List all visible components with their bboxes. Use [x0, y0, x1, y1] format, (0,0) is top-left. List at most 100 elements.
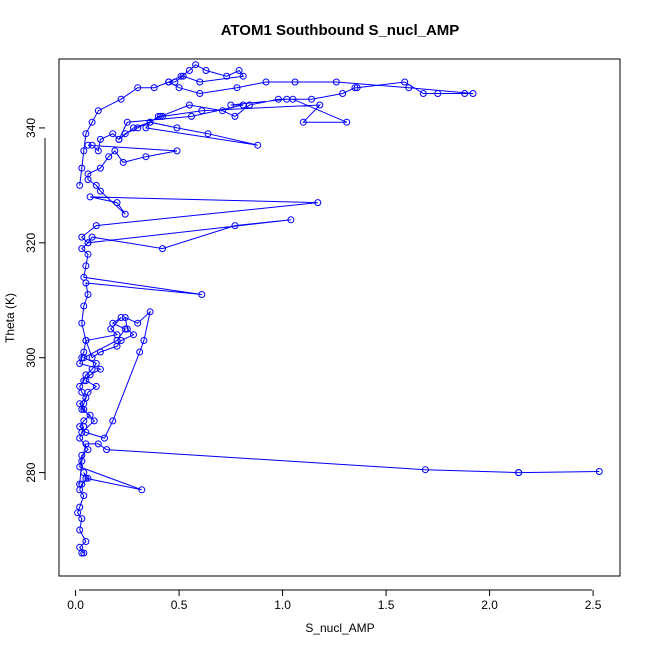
data-point — [121, 210, 129, 218]
data-point — [92, 382, 100, 390]
data-point — [515, 469, 523, 477]
data-point — [130, 331, 137, 339]
data-point — [339, 90, 347, 97]
data-point — [76, 382, 84, 390]
data-point — [196, 78, 204, 86]
data-point — [111, 147, 119, 155]
data-point — [198, 107, 206, 115]
data-point — [82, 262, 90, 270]
data-point — [239, 72, 247, 80]
data-point — [231, 112, 239, 120]
data-point — [82, 474, 90, 482]
data-point — [82, 130, 90, 138]
data-point — [80, 549, 88, 557]
data-point — [156, 112, 164, 120]
data-point — [140, 337, 148, 344]
data-point — [134, 84, 142, 92]
data-point — [101, 434, 108, 442]
data-point — [254, 141, 262, 149]
data-point — [185, 67, 193, 74]
data-point — [96, 348, 104, 356]
data-point — [80, 377, 88, 385]
data-point — [115, 135, 123, 143]
series-1 — [76, 440, 603, 488]
data-point — [188, 112, 195, 120]
data-point — [198, 291, 206, 298]
data-point — [119, 158, 127, 166]
data-point — [421, 466, 429, 474]
data-point — [76, 503, 84, 511]
data-point — [134, 319, 142, 327]
data-point — [109, 130, 117, 138]
data-point — [117, 95, 125, 103]
data-point — [94, 147, 102, 155]
data-point — [185, 101, 193, 109]
data-point — [204, 130, 212, 138]
data-point — [165, 78, 173, 86]
data-point — [299, 118, 307, 126]
data-point — [291, 78, 299, 86]
data-point — [121, 314, 129, 321]
data-point — [84, 239, 92, 247]
data-point — [117, 314, 125, 321]
data-point — [78, 233, 86, 241]
data-point — [113, 331, 121, 339]
data-point — [196, 90, 204, 97]
x-tick-label: 1.5 — [378, 598, 395, 612]
data-point — [239, 101, 247, 109]
data-point — [175, 84, 183, 92]
data-point — [233, 84, 241, 92]
data-point — [136, 348, 144, 356]
data-point — [78, 405, 86, 413]
data-point — [82, 377, 90, 385]
data-point — [142, 153, 150, 161]
data-point — [134, 124, 142, 132]
data-point — [177, 72, 185, 80]
data-point — [287, 216, 295, 224]
series-0 — [74, 61, 477, 557]
x-axis: 0.0 0.5 1.0 1.5 2.0 2.5 — [67, 589, 602, 612]
data-point — [80, 417, 88, 425]
data-point — [146, 308, 154, 316]
x-tick-label: 0.0 — [67, 598, 84, 612]
data-point — [96, 164, 104, 172]
y-tick-label: 320 — [24, 232, 38, 252]
data-point — [96, 365, 104, 373]
x-tick-label: 2.0 — [481, 598, 498, 612]
data-point — [96, 187, 104, 195]
data-point — [223, 72, 231, 80]
data-point — [231, 222, 239, 230]
data-point — [109, 417, 117, 425]
data-point — [121, 130, 129, 138]
data-point — [76, 480, 84, 488]
data-point — [138, 486, 146, 494]
data-point — [78, 457, 86, 465]
series-line — [79, 443, 600, 485]
data-point — [121, 325, 129, 333]
data-point — [84, 250, 92, 258]
data-point — [159, 245, 166, 253]
data-point — [308, 95, 316, 103]
data-point — [405, 84, 413, 92]
data-point — [351, 84, 359, 92]
data-point — [227, 101, 235, 109]
data-point — [173, 147, 181, 155]
data-point — [78, 515, 86, 523]
data-point — [90, 417, 98, 425]
data-point — [146, 118, 154, 126]
x-tick-label: 0.5 — [171, 598, 188, 612]
data-point — [150, 84, 158, 92]
data-point — [283, 95, 291, 103]
data-point — [84, 170, 92, 178]
data-point — [105, 153, 113, 161]
x-axis-label: S_nucl_AMP — [305, 621, 374, 635]
x-tick-label: 2.5 — [585, 598, 602, 612]
data-point — [82, 538, 90, 545]
chart-title: ATOM1 Southbound S_nucl_AMP — [221, 22, 460, 39]
data-point — [88, 354, 96, 362]
x-tick-label: 1.0 — [274, 598, 291, 612]
data-point — [142, 124, 150, 132]
data-point — [78, 245, 86, 253]
